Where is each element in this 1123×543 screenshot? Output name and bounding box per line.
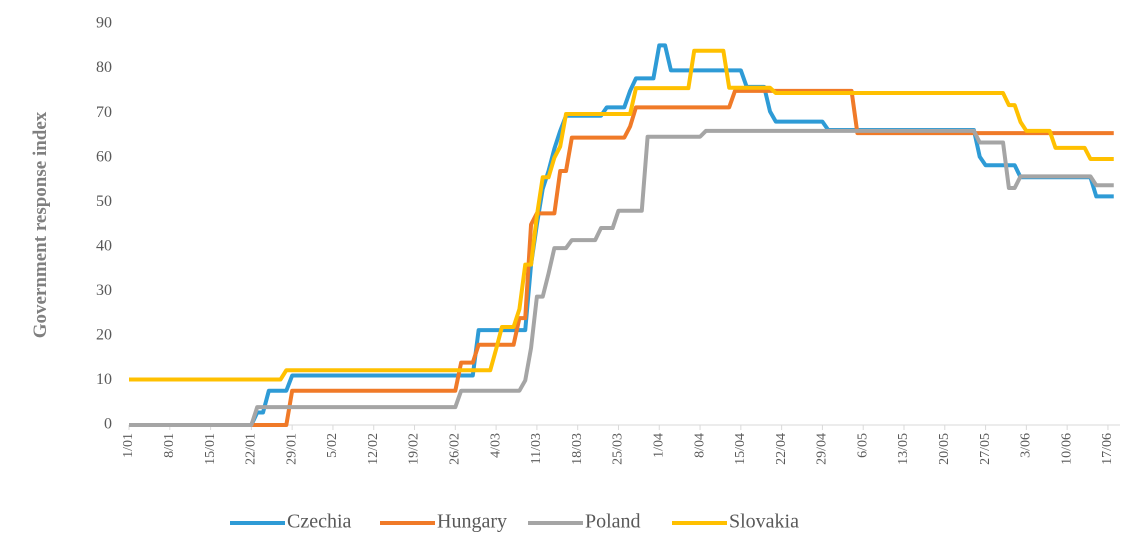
x-tick-label: 18/03	[570, 433, 585, 465]
y-tick-label: 80	[96, 59, 112, 76]
x-tick-label: 29/04	[815, 433, 830, 465]
y-tick-label: 70	[96, 104, 112, 121]
y-axis-label: Government response index	[30, 111, 51, 338]
legend-label: Czechia	[287, 511, 352, 533]
x-tick-label: 26/02	[448, 433, 463, 465]
x-tick-label: 11/03	[529, 433, 544, 464]
x-tick-label: 1/04	[651, 433, 666, 458]
y-tick-label: 60	[96, 148, 112, 165]
x-tick-label: 15/04	[733, 433, 748, 465]
x-tick-label: 22/04	[774, 433, 789, 465]
x-tick-label: 27/05	[978, 433, 993, 465]
x-tick-label: 1/01	[121, 433, 136, 458]
y-tick-label: 90	[96, 15, 112, 32]
x-tick-label: 3/06	[1019, 433, 1034, 458]
x-tick-label: 15/01	[203, 433, 218, 465]
x-tick-label: 4/03	[488, 433, 503, 458]
y-tick-label: 0	[104, 416, 112, 433]
x-tick-label: 6/05	[855, 433, 870, 458]
legend-label: Hungary	[437, 511, 507, 533]
x-tick-label: 13/05	[896, 433, 911, 465]
x-tick-label: 17/06	[1100, 433, 1115, 465]
legend-label: Slovakia	[729, 511, 799, 533]
series-line	[129, 48, 1114, 382]
x-tick-label: 8/04	[692, 433, 707, 458]
series-line	[129, 88, 1114, 427]
legend-label: Poland	[585, 511, 641, 533]
x-tick-label: 19/02	[407, 433, 422, 465]
x-tick-label: 29/01	[284, 433, 299, 465]
y-tick-label: 40	[96, 237, 112, 254]
x-tick-label: 20/05	[937, 433, 952, 465]
series-line	[129, 43, 1114, 427]
y-tick-label: 30	[96, 282, 112, 299]
y-tick-label: 50	[96, 193, 112, 210]
y-tick-label: 10	[96, 371, 112, 388]
x-tick-label: 12/02	[366, 433, 381, 465]
x-tick-label: 5/02	[325, 433, 340, 458]
x-tick-label: 8/01	[162, 433, 177, 458]
y-tick-label: 20	[96, 327, 112, 344]
x-tick-label: 25/03	[611, 433, 626, 465]
x-tick-label: 10/06	[1059, 433, 1074, 465]
series-line	[129, 128, 1114, 427]
x-tick-label: 22/01	[244, 433, 259, 465]
